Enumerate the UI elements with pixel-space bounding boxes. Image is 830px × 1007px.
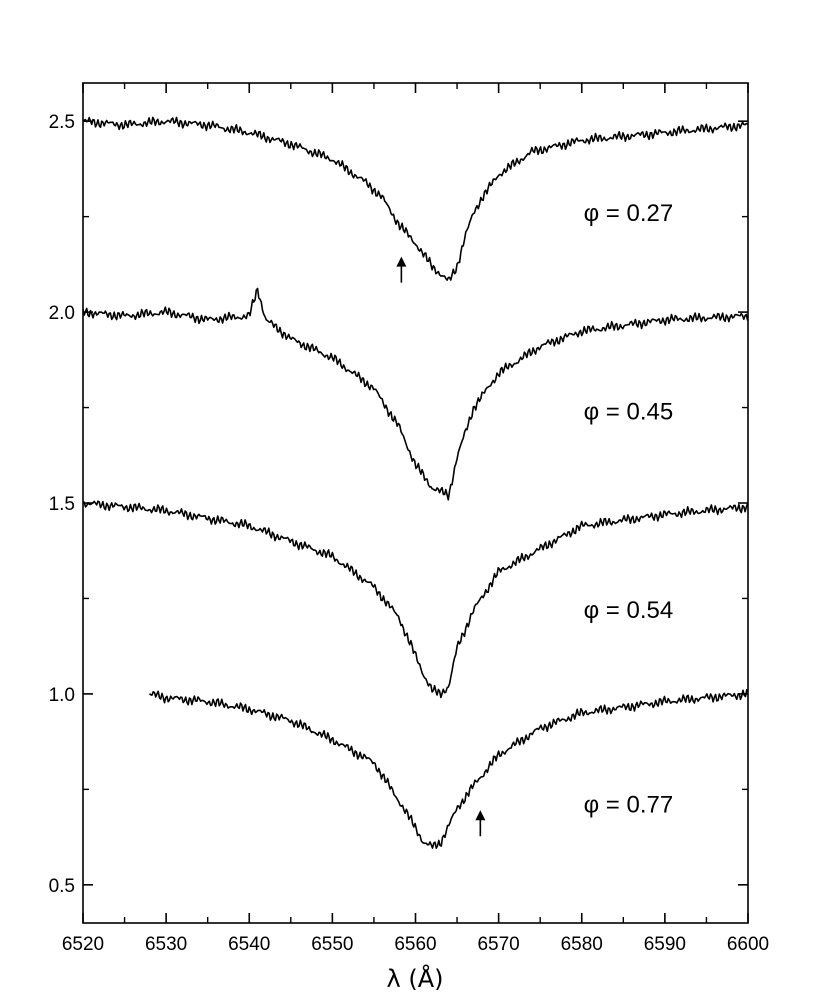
phase-label: φ = 0.27	[584, 200, 674, 227]
x-tick-label: 6600	[727, 934, 769, 955]
spectrum-line	[82, 500, 749, 699]
spectrum-line	[82, 116, 748, 281]
y-tick-label: 1.0	[49, 685, 75, 706]
x-axis-ticks: 6520 6530 6540 6550 6560 6570 6580 6590 6600	[62, 83, 769, 955]
y-tick-label: 0.5	[49, 876, 75, 897]
x-tick-label: 6560	[394, 934, 436, 955]
x-tick-label: 6520	[62, 934, 104, 955]
x-tick-label: 6540	[228, 934, 270, 955]
x-axis-title: λ (Å)	[387, 964, 444, 993]
phase-label: φ = 0.45	[584, 398, 674, 425]
x-tick-label: 6530	[145, 934, 187, 955]
x-tick-label: 6590	[644, 934, 686, 955]
phase-label: φ = 0.54	[584, 597, 674, 624]
y-tick-label: 1.5	[49, 494, 75, 515]
y-tick-label: 2.5	[49, 112, 75, 133]
arrow-marker	[475, 810, 486, 837]
spectrum-line	[82, 287, 749, 501]
x-tick-label: 6570	[477, 934, 519, 955]
annotation-arrows	[396, 256, 486, 837]
x-tick-label: 6580	[561, 934, 603, 955]
spectrum-line	[149, 689, 749, 849]
spectra-series	[82, 116, 749, 849]
phase-labels: φ = 0.27 φ = 0.45 φ = 0.54 φ = 0.77	[584, 200, 674, 819]
phase-label: φ = 0.77	[584, 792, 674, 819]
arrow-marker	[396, 256, 407, 283]
x-tick-label: 6550	[311, 934, 353, 955]
y-axis-ticks: 0.5 1.0 1.5 2.0 2.5	[49, 112, 748, 897]
y-tick-label: 2.0	[49, 303, 75, 324]
